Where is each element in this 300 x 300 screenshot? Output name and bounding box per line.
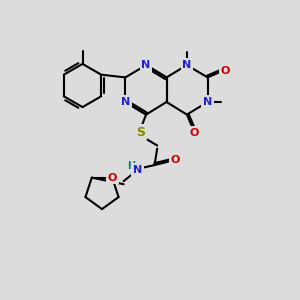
Text: S: S <box>136 125 145 139</box>
Text: O: O <box>170 155 180 165</box>
Text: N: N <box>133 165 142 175</box>
Text: H: H <box>127 160 135 171</box>
Text: O: O <box>221 65 230 76</box>
Text: O: O <box>189 128 199 138</box>
Text: O: O <box>107 172 117 183</box>
Text: N: N <box>203 97 212 107</box>
Text: N: N <box>182 60 191 70</box>
Text: N: N <box>142 60 151 70</box>
Text: N: N <box>121 97 130 107</box>
